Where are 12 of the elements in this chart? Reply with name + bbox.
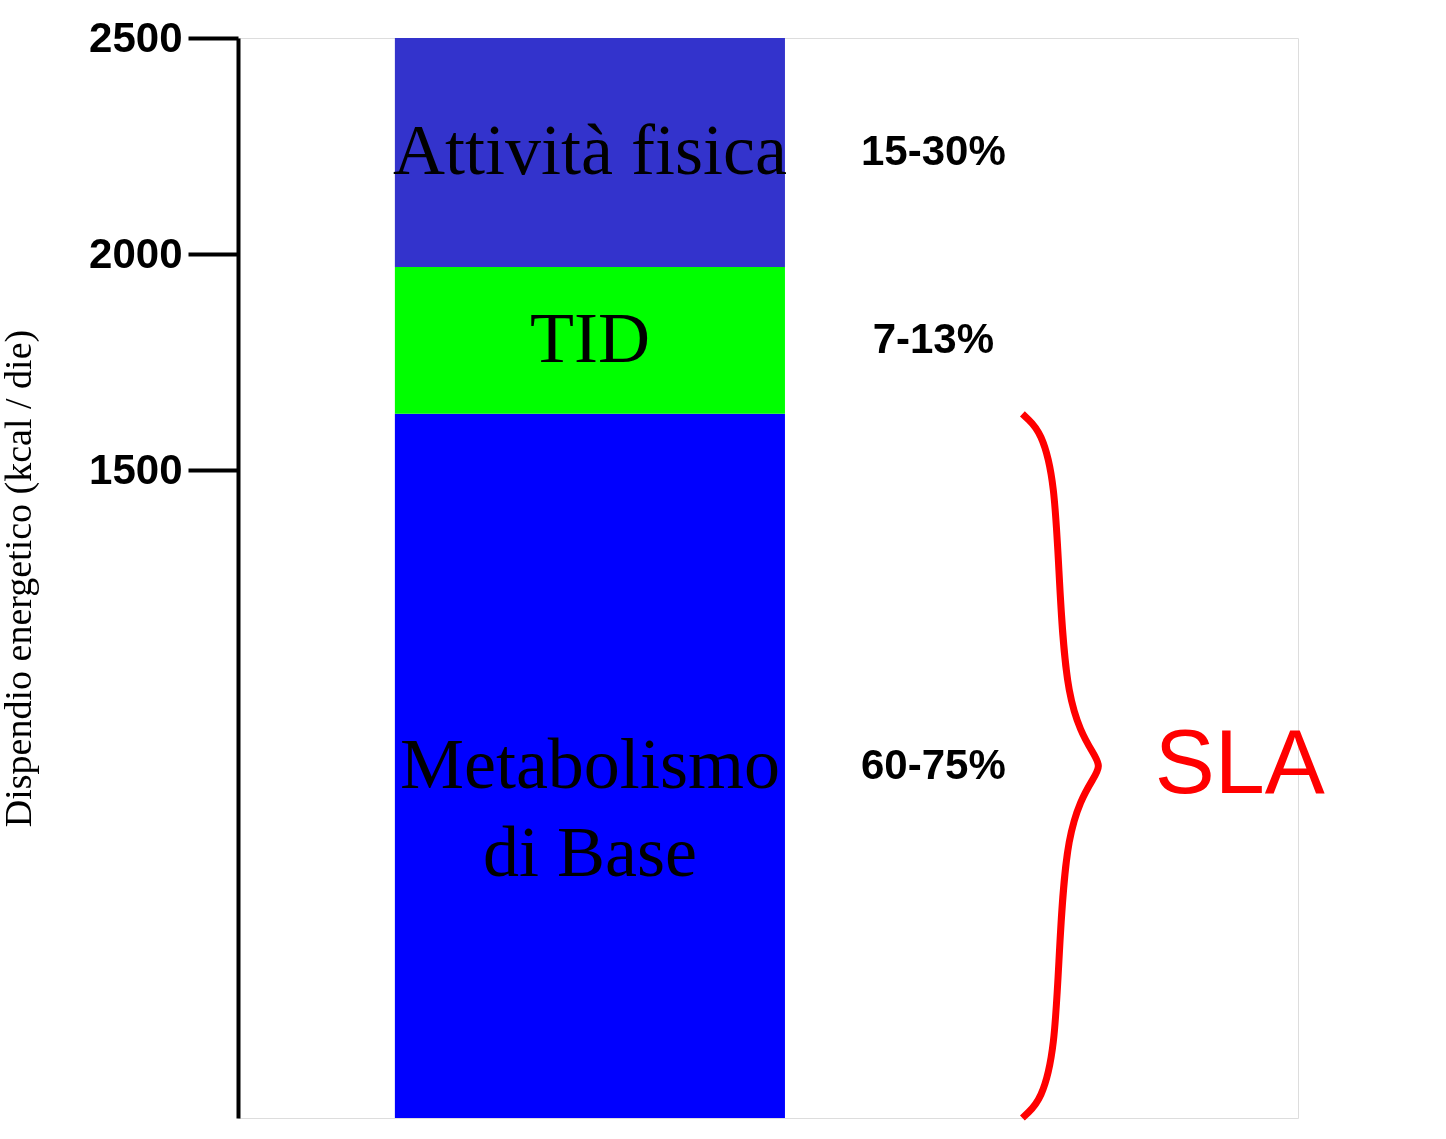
text: 7-13% [872,315,995,363]
series-label: Metabolismo di Base [399,723,780,892]
y-tick-label: 2000 [89,229,183,277]
series-label: TID [529,298,650,379]
y-axis-title: Dispendio energetico (kcal / die) [0,329,41,828]
text: 15-30% [860,127,1006,175]
text: SLA [1154,711,1325,812]
y-tick-label: 1500 [89,445,183,493]
text: 60-75% [860,740,1006,788]
bar [394,413,785,1118]
bar [394,266,785,414]
y-tick-label: 2500 [89,13,183,61]
